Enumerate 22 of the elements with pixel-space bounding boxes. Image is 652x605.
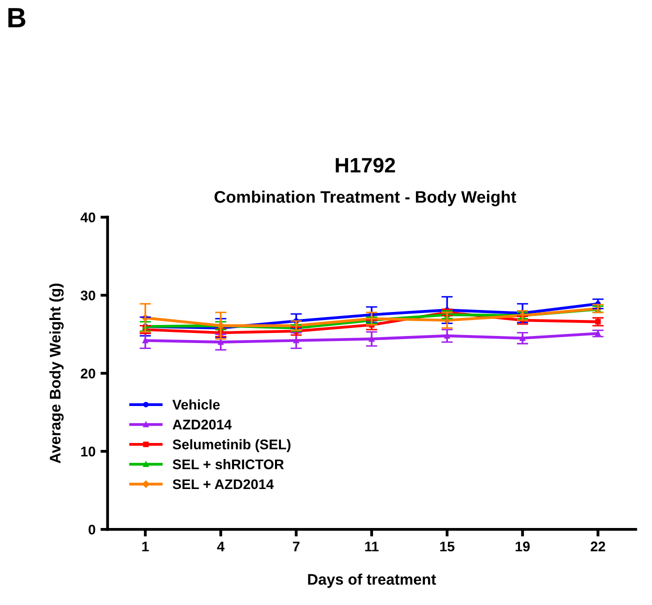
x-tick-label: 15 (440, 542, 454, 552)
x-axis-title: Days of treatment (308, 574, 436, 588)
y-tick-label: 0 (88, 524, 96, 535)
legend-label: SEL + shRICTOR (172, 459, 284, 470)
chart-title: H1792 (336, 158, 395, 173)
text: B (8, 8, 26, 28)
legend-label: Selumetinib (SEL) (172, 439, 290, 452)
x-tick-label: 19 (516, 542, 530, 552)
y-tick-label: 30 (80, 290, 96, 300)
x-tick-label: 1 (142, 542, 149, 552)
x-tick-label: 22 (590, 542, 606, 552)
y-tick-label: 20 (80, 368, 96, 378)
y-tick-label: 40 (80, 212, 96, 222)
x-tick-label: 7 (292, 542, 300, 552)
legend-label: SEL + AZD2014 (172, 479, 274, 490)
legend-label: AZD2014 (172, 420, 232, 430)
x-tick-label: 11 (365, 542, 379, 552)
y-tick-label: 10 (81, 446, 96, 456)
chart-subtitle: Combination Treatment - Body Weight (214, 190, 516, 206)
x-tick-label: 4 (217, 542, 225, 552)
legend-label: Vehicle (172, 399, 220, 410)
y-axis-title: Average Body Weight (g) (49, 284, 64, 464)
